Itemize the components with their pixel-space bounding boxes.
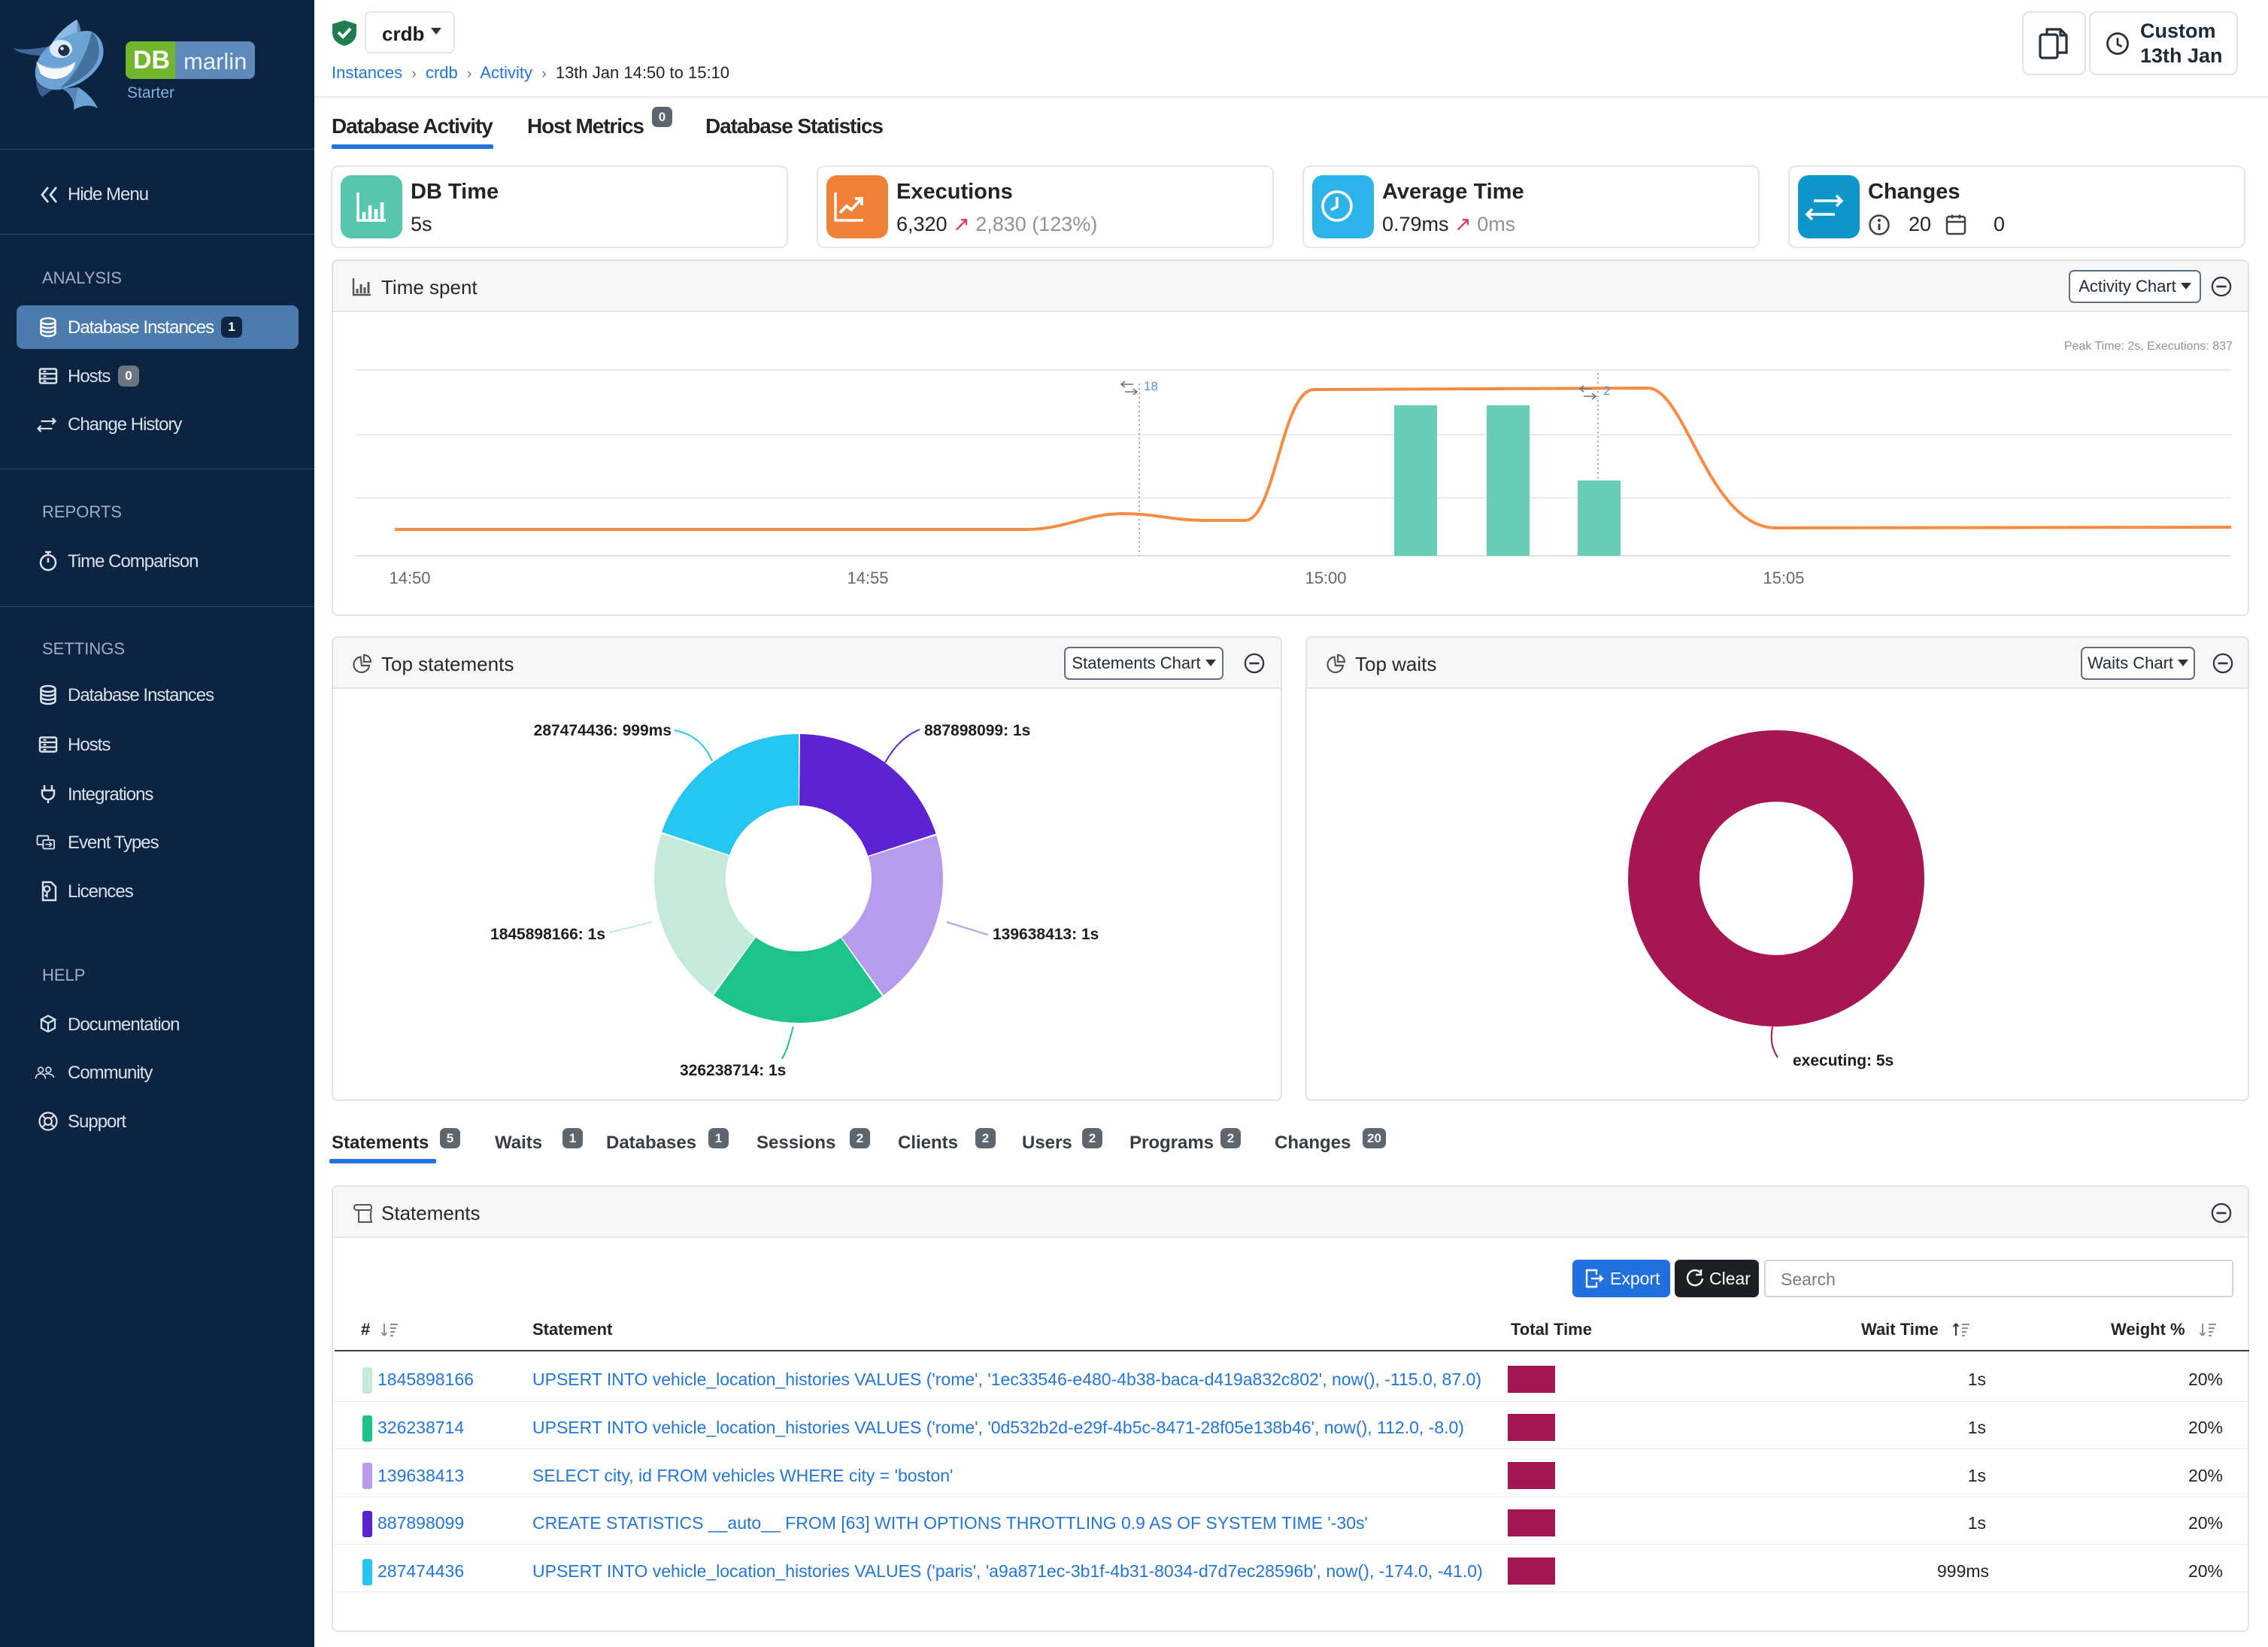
svg-text:139638413: 1s: 139638413: 1s	[993, 926, 1099, 943]
svg-text:14:50: 14:50	[389, 569, 430, 587]
svg-text:15:00: 15:00	[1305, 569, 1346, 587]
svg-text:287474436: 999ms: 287474436: 999ms	[534, 722, 672, 739]
svg-text:1845898166: 1s: 1845898166: 1s	[490, 926, 605, 943]
svg-text:executing: 5s: executing: 5s	[1793, 1052, 1894, 1069]
svg-text:18: 18	[1144, 379, 1158, 393]
svg-text:326238714: 1s: 326238714: 1s	[680, 1062, 786, 1079]
svg-text:Peak Time: 2s, Executions: 837: Peak Time: 2s, Executions: 837	[2064, 340, 2233, 353]
svg-text:15:05: 15:05	[1763, 569, 1804, 587]
svg-text:887898099: 1s: 887898099: 1s	[924, 722, 1030, 739]
svg-text:2: 2	[1603, 384, 1610, 398]
svg-text:14:55: 14:55	[847, 569, 888, 587]
